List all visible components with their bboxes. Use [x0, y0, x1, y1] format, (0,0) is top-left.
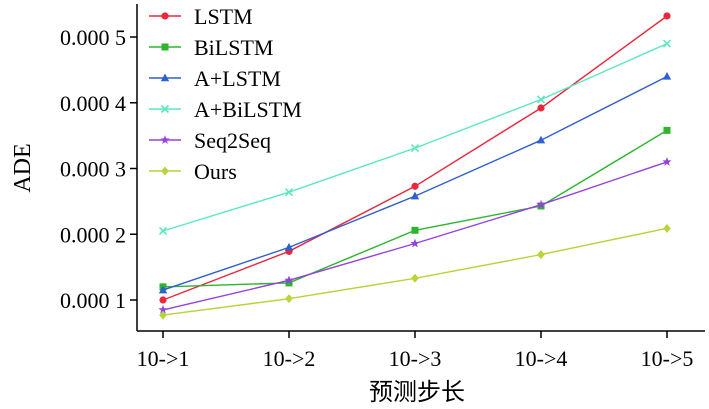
- data-point: [662, 157, 672, 166]
- data-point: [662, 71, 672, 80]
- data-point: [662, 39, 672, 48]
- data-point: [537, 104, 545, 112]
- legend-marker: [161, 12, 169, 20]
- data-point: [410, 191, 420, 200]
- data-point: [159, 310, 167, 320]
- series-seq2seq: [158, 157, 672, 314]
- legend-marker: [161, 43, 169, 51]
- data-point: [158, 285, 168, 294]
- legend-item: Seq2Seq: [149, 128, 271, 153]
- data-point: [663, 12, 671, 20]
- x-ticks: 10->1 10->2 10->3 10->4 10->5: [137, 331, 694, 371]
- series-a-lstm: [158, 71, 672, 294]
- data-point: [410, 238, 420, 248]
- data-point: [411, 273, 419, 283]
- y-tick-label: 0.000 2: [60, 222, 126, 247]
- data-point: [536, 135, 546, 144]
- data-point: [411, 226, 419, 234]
- x-tick-label: 10->1: [137, 346, 190, 371]
- data-point: [411, 182, 419, 190]
- legend-item: LSTM: [149, 4, 253, 29]
- legend-marker: [160, 104, 170, 114]
- x-tick-label: 10->2: [263, 346, 316, 371]
- data-point: [284, 188, 294, 197]
- data-point: [410, 144, 420, 153]
- data-point: [536, 199, 546, 209]
- legend-label: Ours: [194, 159, 237, 184]
- series-line: [162, 129, 668, 288]
- data-point: [537, 250, 545, 260]
- legend-marker: [160, 73, 170, 82]
- y-tick-label: 0.000 4: [60, 91, 126, 116]
- y-tick-label: 0.000 1: [60, 288, 126, 313]
- legend-label: Seq2Seq: [194, 128, 271, 153]
- data-point: [663, 126, 671, 134]
- legend-marker: [160, 135, 170, 144]
- data-point: [158, 226, 168, 236]
- legend-item: BiLSTM: [149, 35, 273, 60]
- legend-item: Ours: [149, 159, 237, 184]
- legend-marker: [161, 166, 169, 176]
- legend-label: BiLSTM: [194, 35, 273, 60]
- x-tick-label: 10->5: [641, 346, 694, 371]
- axes: [136, 4, 705, 332]
- data-point: [285, 294, 293, 304]
- series-a-bilstm: [158, 39, 672, 236]
- series-layer: [158, 12, 672, 320]
- legend-item: A+BiLSTM: [149, 97, 302, 122]
- y-ticks: 0.000 1 0.000 2 0.000 3 0.000 4 0.000 5: [60, 25, 137, 313]
- data-point: [158, 305, 168, 314]
- data-point: [284, 242, 294, 251]
- legend-label: A+LSTM: [194, 66, 281, 91]
- y-axis-label: ADE: [10, 143, 36, 192]
- data-point: [285, 279, 293, 287]
- y-tick-label: 0.000 5: [60, 25, 126, 50]
- data-point: [536, 95, 546, 104]
- data-point: [159, 296, 167, 304]
- series-lstm: [159, 12, 671, 304]
- x-tick-label: 10->3: [389, 346, 442, 371]
- y-tick-label: 0.000 3: [60, 157, 126, 182]
- series-ours: [159, 223, 671, 320]
- legend-label: LSTM: [194, 4, 253, 29]
- x-axis-label: 预测步长: [369, 379, 465, 406]
- x-tick-label: 10->4: [515, 346, 568, 371]
- data-point: [284, 275, 294, 285]
- legend-label: A+BiLSTM: [194, 97, 302, 122]
- data-point: [663, 223, 671, 233]
- legend: LSTM BiLSTM A+LSTM A+BiLSTM Seq2Seq Ours: [149, 4, 302, 184]
- legend-item: A+LSTM: [149, 66, 281, 91]
